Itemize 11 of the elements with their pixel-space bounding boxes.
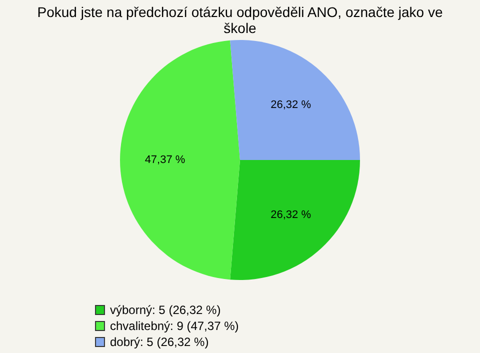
pie-slice <box>120 40 240 280</box>
pie-slice <box>230 160 360 280</box>
data-label: 47,37 % <box>144 154 186 166</box>
legend-label: dobrý: 5 (26,32 %) <box>110 335 209 349</box>
legend-label: výborný: 5 (26,32 %) <box>110 303 221 317</box>
pie-slice <box>230 40 360 160</box>
legend-label: chvalitebný: 9 (47,37 %) <box>110 319 239 333</box>
text: Pokud jste na předchozí otázku odpověděli ANO, označte jako ve <box>37 4 443 20</box>
text: škole <box>224 20 256 36</box>
data-label: 26,32 % <box>270 209 312 222</box>
data-label: 26,32 % <box>270 98 312 111</box>
